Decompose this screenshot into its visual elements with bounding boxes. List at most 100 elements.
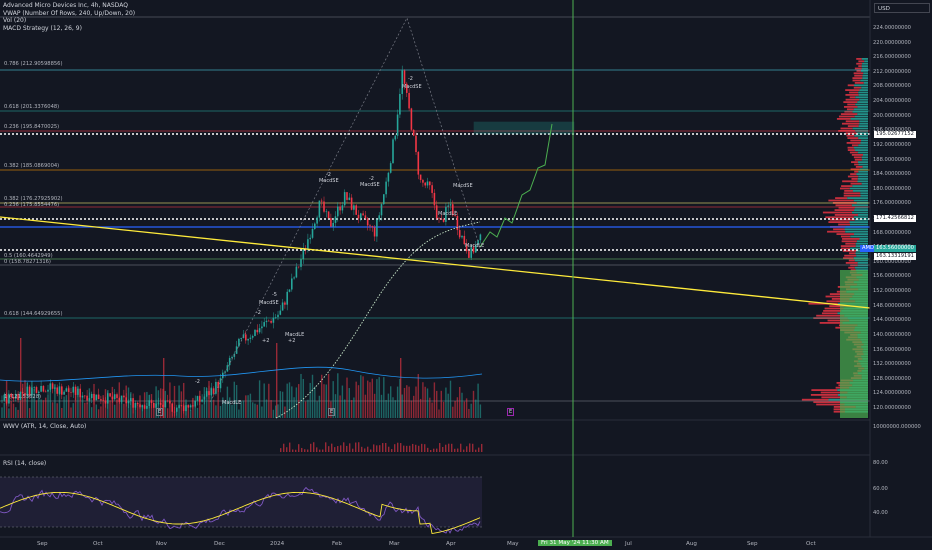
candle-body [77,388,79,395]
candle-body [125,397,127,404]
time-label: Mar [389,541,400,547]
profile-bar-green [854,84,868,87]
signal-label: -2 [195,379,200,385]
volume-profile [801,58,868,418]
atr-bar [454,448,456,452]
candle-body [300,259,302,267]
volume-bar [332,381,334,418]
volume-bar [378,377,380,418]
volume-bar [380,394,383,418]
symbol-title[interactable]: Advanced Micro Devices Inc, 4h, NASDAQ [3,2,128,9]
candle-body [164,400,167,408]
candle-body [350,197,353,210]
candle-body [394,135,397,140]
atr-bar [298,444,300,452]
volume-bar [426,388,429,418]
candle-body [3,394,6,401]
candle-body [470,247,472,258]
candle-body [21,391,24,394]
rsi-ma-line [0,491,481,535]
candle-body [238,338,240,347]
volume-bar [376,379,378,418]
time-label: May [507,541,519,547]
profile-bar-green [854,115,868,118]
volume-bar [454,400,456,418]
profile-bar-green [852,211,868,214]
volume-bar [35,400,38,418]
profile-bar-red [827,230,846,233]
vwap-legend[interactable]: VWAP (Number Of Rows, 240, Up/Down, 20) [3,9,136,17]
candle-body [339,206,341,211]
candle-body [376,219,378,237]
profile-bar-green [862,166,868,168]
currency-selector[interactable]: USD [874,3,930,13]
volume-bar [194,405,196,418]
atr-bar [478,447,480,452]
volume-bar [433,382,436,418]
profile-bar-red [844,190,853,192]
profile-bar-green [854,149,868,151]
atr-bar [286,447,288,452]
candle-body [162,404,164,408]
vol-legend[interactable]: Vol (20) [3,17,27,25]
candle-body [67,388,70,392]
profile-bar-red [846,134,855,137]
volume-bar [79,392,81,418]
candle-body [401,70,403,94]
profile-bar-red [838,115,855,118]
candle-body [132,398,134,408]
profile-bar-red [852,79,861,82]
candle-body [281,302,284,311]
strategy-legend[interactable]: MACD Strategy (12, 26, 9) [3,24,82,32]
volume-bar [258,380,261,418]
rsi-legend[interactable]: RSI (14, close) [3,460,47,467]
profile-bar-green [856,254,868,257]
atr-bar [409,445,411,452]
candle-body [208,391,210,396]
profile-bar-red [828,199,854,202]
candle-body [127,401,130,404]
profile-bar-red [833,408,845,411]
candle-body [215,381,217,394]
atr-bar [415,444,417,452]
atr-bar [367,446,369,452]
atr-legend[interactable]: WWV (ATR, 14, Close, Auto) [3,423,87,430]
profile-bar-green [851,204,868,207]
profile-bar-green [863,72,868,75]
volume-bar [284,406,286,418]
volume-bar [137,405,139,418]
candle-body [426,181,429,186]
profile-bar-red [827,319,850,322]
volume-bar [252,402,254,418]
candle-body [373,227,376,237]
profile-bar-red [854,67,862,70]
profile-bar-red [845,242,856,245]
atr-bar [391,449,393,452]
volume-bar [400,358,402,418]
candle-body [353,205,355,210]
profile-bar-green [864,60,868,63]
profile-bar-red [844,254,857,257]
candle-body [178,405,180,408]
event-marker[interactable]: E [507,408,515,416]
candle-body [111,396,114,400]
signal-label: MacdSE [402,84,422,90]
volume-bar [242,400,245,418]
atr-bar [475,449,477,452]
event-marker[interactable]: E [328,408,336,416]
volume-bar [141,404,143,418]
candle-body [70,391,72,393]
volume-bar [31,381,33,418]
signal-label: MacdLE [285,332,305,338]
profile-bar-red [851,154,863,156]
volume-bar [452,406,454,418]
price-axis-label: 216.00000000 [873,54,911,61]
volume-bar [22,383,24,418]
profile-bar-red [840,245,856,247]
volume-bar [463,401,465,418]
profile-bar-red [854,74,863,77]
event-marker[interactable]: E [156,408,164,416]
volume-bar [291,386,293,418]
candle-body [357,214,360,219]
